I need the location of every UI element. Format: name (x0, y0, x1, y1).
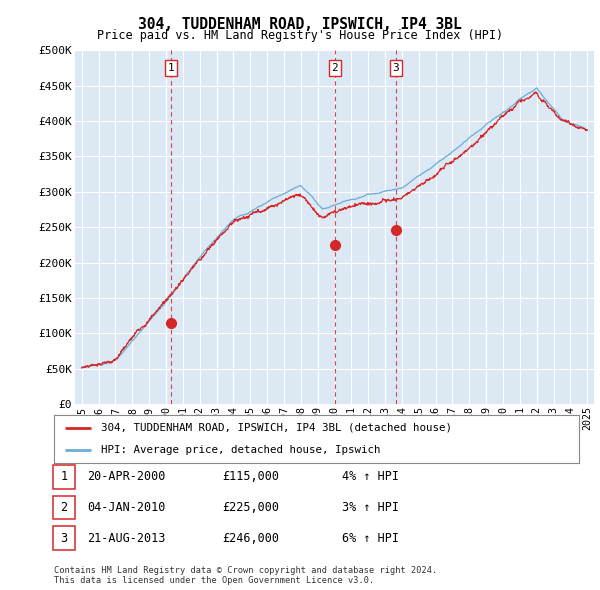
Text: Price paid vs. HM Land Registry's House Price Index (HPI): Price paid vs. HM Land Registry's House … (97, 30, 503, 42)
Text: 304, TUDDENHAM ROAD, IPSWICH, IP4 3BL (detached house): 304, TUDDENHAM ROAD, IPSWICH, IP4 3BL (d… (101, 423, 452, 433)
Text: 3: 3 (392, 63, 399, 73)
Text: HPI: Average price, detached house, Ipswich: HPI: Average price, detached house, Ipsw… (101, 445, 381, 455)
Text: 2: 2 (61, 501, 67, 514)
Text: 4% ↑ HPI: 4% ↑ HPI (342, 470, 399, 483)
Text: £115,000: £115,000 (222, 470, 279, 483)
Text: Contains HM Land Registry data © Crown copyright and database right 2024.
This d: Contains HM Land Registry data © Crown c… (54, 566, 437, 585)
Text: 304, TUDDENHAM ROAD, IPSWICH, IP4 3BL: 304, TUDDENHAM ROAD, IPSWICH, IP4 3BL (138, 17, 462, 31)
Text: 04-JAN-2010: 04-JAN-2010 (87, 501, 166, 514)
Text: 1: 1 (168, 63, 175, 73)
Text: £246,000: £246,000 (222, 532, 279, 545)
Text: 3% ↑ HPI: 3% ↑ HPI (342, 501, 399, 514)
Text: 1: 1 (61, 470, 67, 483)
Text: 6% ↑ HPI: 6% ↑ HPI (342, 532, 399, 545)
Text: 20-APR-2000: 20-APR-2000 (87, 470, 166, 483)
Text: 3: 3 (61, 532, 67, 545)
Text: £225,000: £225,000 (222, 501, 279, 514)
Text: 21-AUG-2013: 21-AUG-2013 (87, 532, 166, 545)
Text: 2: 2 (331, 63, 338, 73)
